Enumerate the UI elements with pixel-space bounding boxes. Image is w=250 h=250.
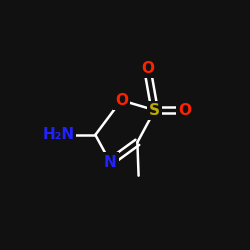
Text: N: N	[104, 154, 117, 170]
Text: H₂N: H₂N	[42, 128, 74, 142]
Text: S: S	[149, 103, 160, 118]
Text: O: O	[141, 61, 154, 76]
Text: O: O	[115, 93, 128, 108]
Text: O: O	[178, 103, 191, 118]
